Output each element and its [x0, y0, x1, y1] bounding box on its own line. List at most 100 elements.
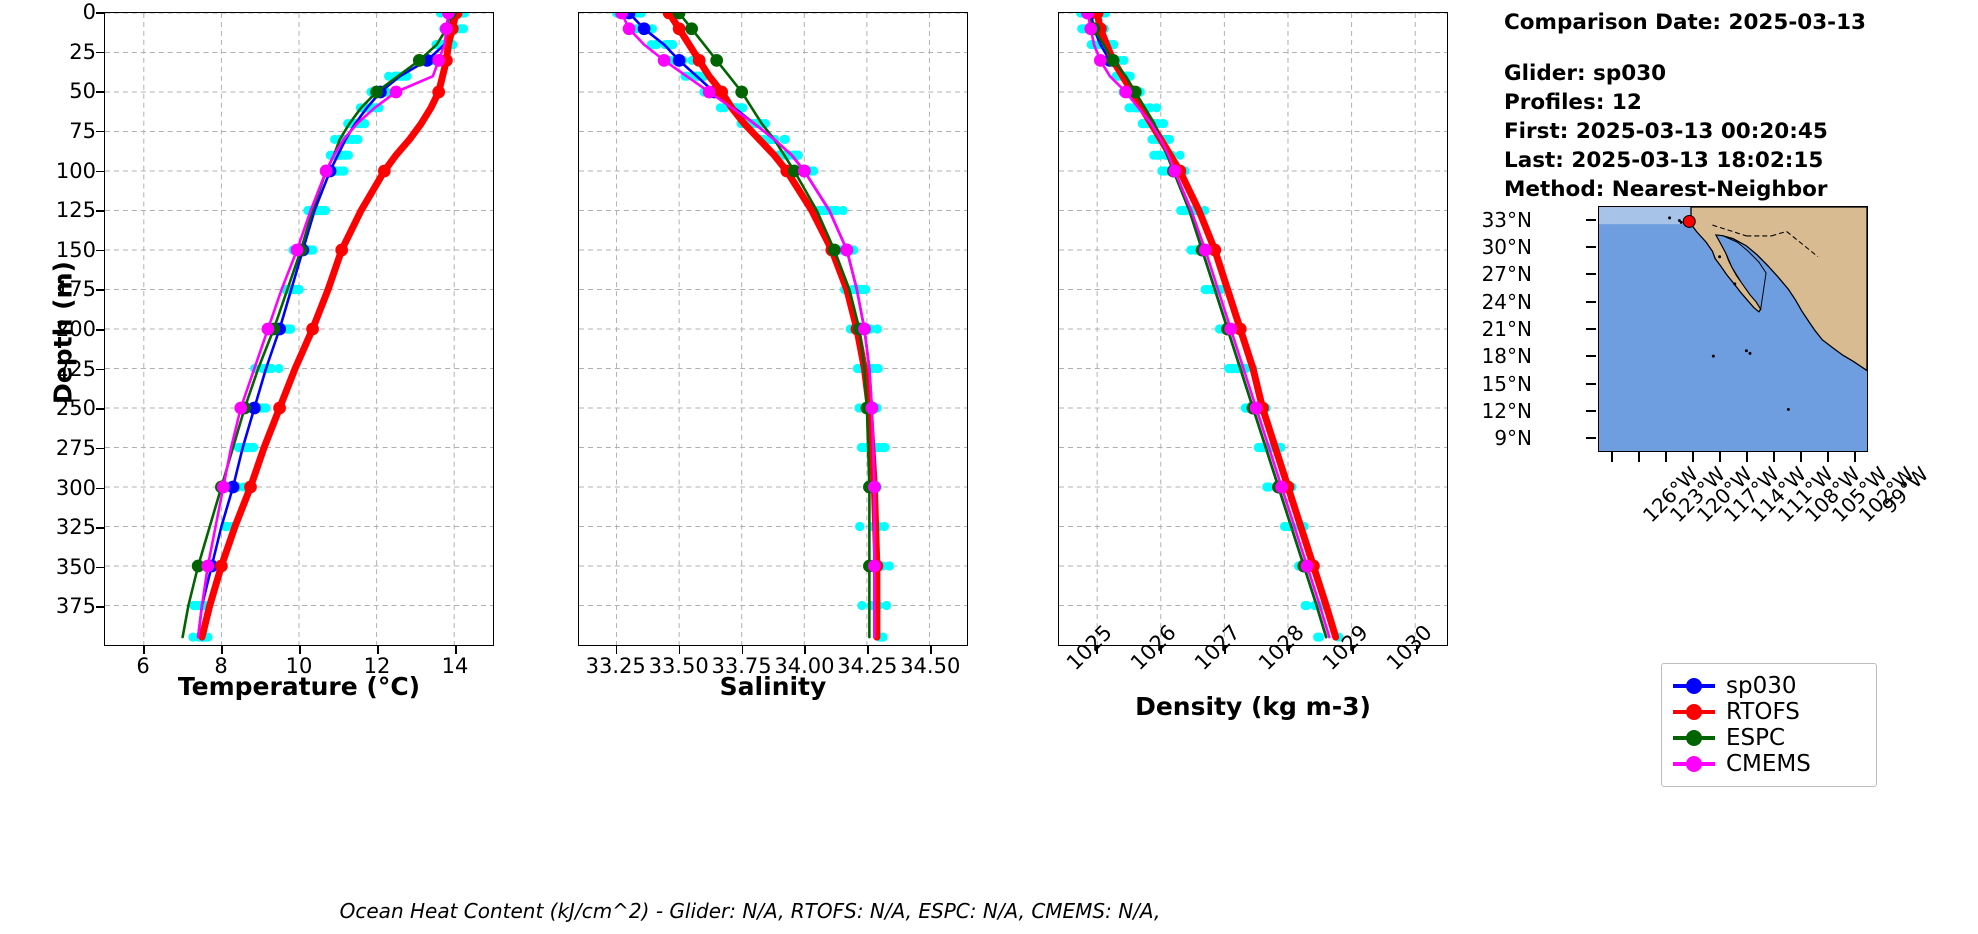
profile-count: Profiles: 12 [1504, 90, 1642, 115]
depth-tick-label: 150 [55, 237, 96, 262]
map-latitude-tick [1586, 328, 1596, 330]
depth-tick-label: 325 [55, 515, 96, 540]
legend-marker-dot [1686, 703, 1702, 720]
depth-tick-label: 50 [69, 79, 96, 104]
salinity-axis-title: Salinity [719, 672, 827, 701]
map-latitude-tick [1586, 218, 1596, 221]
x-tick-mark [867, 646, 869, 654]
legend-line-swatch [1673, 677, 1715, 694]
depth-tick-label: 275 [55, 435, 96, 460]
temperature-axis-title: Temperature (°C) [177, 672, 421, 701]
x-tick-mark [1416, 646, 1418, 654]
x-tick-mark [377, 646, 379, 654]
legend-item-sp030[interactable]: sp030 [1673, 673, 1863, 699]
legend-marker-dot [1686, 755, 1702, 772]
map-latitude-label: 30°N [1481, 235, 1532, 259]
map-latitude-label: 33°N [1481, 207, 1532, 232]
map-latitude-tick [1586, 246, 1596, 248]
depth-tick-mark [96, 408, 104, 410]
last-profile-time: Last: 2025-03-13 18:02:15 [1504, 148, 1824, 173]
map-latitude-label: 27°N [1481, 262, 1532, 287]
depth-tick-mark [96, 249, 104, 252]
depth-tick-label: 0 [82, 0, 96, 24]
x-tick-label: 34.25 [837, 654, 898, 678]
comparison-info-block: Comparison Date: 2025-03-13 Glider: sp03… [1504, 8, 1964, 204]
depth-tick-label: 250 [55, 396, 96, 421]
x-tick-label: 34.50 [900, 654, 961, 678]
legend-item-espc[interactable]: ESPC [1673, 725, 1863, 751]
x-tick-mark [1096, 646, 1098, 654]
location-map: 33°N 30°N 27°N 24°N 21°N 18°N 15°N 12°N 9°N 126°W… [1482, 196, 1933, 527]
legend-label: CMEMS [1726, 751, 1811, 777]
x-tick-mark [299, 646, 301, 654]
density-plot-panel [1058, 12, 1448, 646]
x-tick-mark [1352, 646, 1354, 654]
x-tick-mark [1224, 646, 1226, 654]
map-longitude-tick [1772, 452, 1775, 462]
legend-label: ESPC [1726, 725, 1786, 751]
x-tick-label: 6 [136, 654, 150, 678]
map-longitude-tick [1853, 452, 1856, 462]
depth-tick-mark [96, 329, 104, 331]
temperature-plot-panel [104, 12, 494, 646]
depth-tick-label: 125 [55, 198, 96, 223]
map-latitude-label: 12°N [1481, 399, 1532, 423]
map-longitude-tick [1610, 452, 1613, 462]
depth-tick-label: 225 [55, 356, 96, 381]
density-axis-title: Density (kg m-3) [1135, 692, 1371, 721]
map-longitude-tick [1799, 452, 1802, 462]
depth-tick-label: 375 [55, 594, 96, 619]
depth-tick-mark [96, 12, 104, 14]
x-tick-mark [1288, 646, 1290, 654]
depth-tick-mark [96, 289, 104, 291]
depth-tick-label: 175 [55, 277, 96, 302]
map-longitude-tick [1691, 452, 1694, 462]
x-tick-mark [741, 646, 744, 654]
map-coastline-graphic [1599, 207, 1867, 451]
interp-method: Method: Nearest-Neighbor [1504, 177, 1828, 202]
depth-tick-mark [96, 51, 104, 54]
ocean-heat-content-footnote: Ocean Heat Content (kJ/cm^2) - Glider: N… [339, 899, 1161, 923]
map-canvas [1598, 206, 1868, 452]
comparison-date: Comparison Date: 2025-03-13 [1504, 10, 1867, 35]
salinity-profile-chart [579, 13, 967, 645]
depth-axis-title: Depth (m) [48, 261, 78, 404]
x-tick-label: 14 [441, 654, 469, 678]
temperature-profile-chart [105, 13, 493, 645]
legend-item-rtofs[interactable]: RTOFS [1673, 699, 1863, 725]
map-latitude-tick [1586, 382, 1596, 385]
depth-tick-mark [96, 606, 104, 608]
map-latitude-label: 15°N [1481, 371, 1532, 396]
info-spacer [1504, 37, 1964, 59]
map-longitude-tick [1718, 452, 1721, 462]
legend-line-swatch [1673, 703, 1715, 720]
depth-tick-mark [96, 487, 104, 490]
map-latitude-tick [1586, 273, 1596, 276]
depth-tick-mark [96, 447, 104, 450]
density-profile-chart [1059, 13, 1447, 645]
legend-marker-dot [1686, 729, 1702, 746]
x-tick-label: 12 [363, 654, 391, 678]
depth-tick-label: 200 [55, 317, 96, 341]
x-tick-label: 34.00 [774, 654, 835, 678]
depth-tick-mark [96, 527, 104, 529]
x-tick-label: 33.75 [711, 654, 772, 678]
x-tick-mark [615, 646, 618, 654]
legend-item-cmems[interactable]: CMEMS [1673, 751, 1863, 777]
depth-tick-mark [96, 130, 104, 133]
x-tick-label: 33.50 [648, 654, 709, 678]
x-tick-mark [455, 646, 457, 654]
map-latitude-tick [1586, 410, 1596, 412]
legend-label: sp030 [1726, 673, 1797, 699]
x-tick-mark [143, 646, 145, 654]
depth-tick-label: 300 [55, 475, 96, 500]
map-longitude-tick [1826, 452, 1829, 462]
legend-line-swatch [1673, 755, 1715, 772]
depth-axis: 0 25 50 75 100 125 150 175 200 225 250 275 300 325 350… [0, 0, 104, 646]
depth-tick-label: 100 [55, 158, 96, 183]
map-latitude-label: 9°N [1494, 426, 1532, 451]
x-tick-mark [221, 646, 223, 654]
legend-label: RTOFS [1726, 699, 1800, 725]
map-latitude-label: 18°N [1481, 344, 1532, 369]
depth-tick-mark [96, 170, 104, 173]
